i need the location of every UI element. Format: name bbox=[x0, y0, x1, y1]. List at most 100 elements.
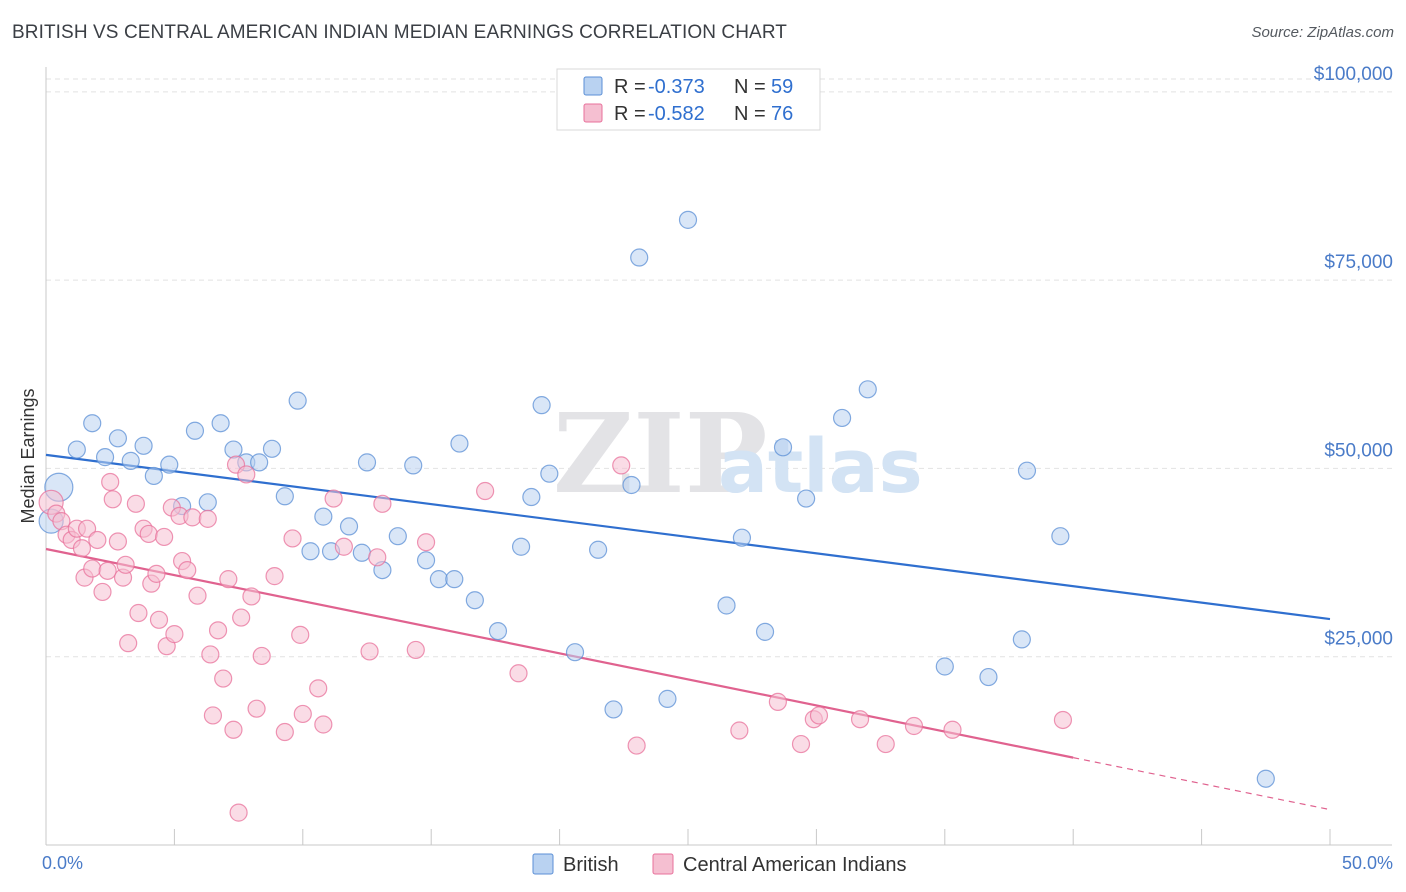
central-point bbox=[291, 625, 310, 644]
chart-title: BRITISH VS CENTRAL AMERICAN INDIAN MEDIA… bbox=[12, 22, 788, 43]
british-point bbox=[357, 453, 377, 472]
central-point bbox=[155, 527, 174, 547]
british-point bbox=[160, 455, 179, 474]
central-point bbox=[283, 529, 302, 548]
british-point bbox=[488, 621, 508, 641]
central-trend-extension bbox=[1073, 757, 1331, 811]
series-legend-swatch-central-american-indians bbox=[652, 853, 674, 875]
british-point bbox=[832, 408, 852, 428]
series-legend-label-british: British bbox=[563, 854, 619, 876]
central-point bbox=[309, 679, 328, 698]
british-point bbox=[678, 210, 698, 229]
central-point bbox=[219, 570, 238, 589]
central-point bbox=[850, 710, 870, 729]
x-tick-label: 0.0% bbox=[42, 853, 83, 873]
legend-n-value-british: 59 bbox=[771, 76, 793, 98]
central-point bbox=[876, 734, 895, 754]
central-point bbox=[126, 494, 145, 513]
central-point bbox=[188, 586, 207, 605]
british-point bbox=[1256, 769, 1275, 788]
central-point bbox=[334, 537, 353, 556]
central-point bbox=[72, 539, 92, 558]
axes bbox=[45, 67, 1392, 846]
central-point bbox=[324, 489, 343, 508]
british-point bbox=[732, 528, 752, 547]
british-point bbox=[404, 456, 423, 475]
central-point bbox=[116, 555, 135, 574]
british-point bbox=[416, 551, 436, 570]
british-point bbox=[755, 622, 775, 641]
central-point bbox=[119, 634, 138, 653]
central-point bbox=[208, 621, 228, 640]
british-point bbox=[67, 440, 86, 459]
british-point bbox=[121, 451, 140, 470]
central-point bbox=[98, 561, 117, 580]
central-point bbox=[627, 736, 646, 755]
british-point bbox=[979, 667, 998, 687]
central-point bbox=[314, 715, 333, 734]
central-point bbox=[165, 625, 184, 644]
legend-n-label-british: N = bbox=[734, 76, 766, 98]
series-legend-swatch-british bbox=[532, 853, 554, 875]
y-axis-label: Median Earnings bbox=[18, 388, 38, 523]
central-point bbox=[198, 509, 217, 528]
y-tick-label: $75,000 bbox=[1324, 252, 1393, 273]
british-point bbox=[589, 540, 608, 559]
y-tick-label: $100,000 bbox=[1314, 64, 1393, 85]
central-point bbox=[129, 603, 148, 623]
central-point bbox=[242, 587, 261, 606]
british-point bbox=[717, 596, 736, 615]
correlation-legend: R = -0.373 N = 59 R = -0.582 N = 76 bbox=[556, 68, 821, 131]
british-point bbox=[352, 543, 371, 562]
central-point bbox=[791, 734, 811, 754]
british-point bbox=[565, 643, 585, 662]
central-point bbox=[183, 508, 202, 527]
british-point bbox=[144, 466, 163, 486]
trend-lines bbox=[45, 453, 1331, 811]
central-point bbox=[509, 664, 528, 683]
central-point bbox=[612, 456, 631, 475]
data-points bbox=[38, 210, 1275, 822]
central-point bbox=[275, 722, 294, 742]
british-point bbox=[388, 527, 407, 546]
central-point bbox=[293, 704, 312, 724]
legend-swatch-british bbox=[583, 76, 603, 96]
british-point bbox=[450, 434, 469, 453]
legend-n-label-central: N = bbox=[734, 103, 766, 125]
legend-r-label-british: R = bbox=[614, 76, 646, 98]
british-point bbox=[185, 421, 205, 440]
legend-n-value-central: 76 bbox=[771, 103, 793, 125]
legend-r-value-british: -0.373 bbox=[648, 76, 705, 98]
central-point bbox=[232, 608, 251, 627]
british-point bbox=[465, 591, 484, 610]
central-point bbox=[108, 532, 128, 551]
british-trend-line bbox=[45, 453, 1331, 621]
y-tick-label: $50,000 bbox=[1324, 440, 1393, 461]
british-point bbox=[83, 414, 102, 433]
central-point bbox=[103, 490, 122, 509]
central-point bbox=[237, 465, 256, 484]
british-point bbox=[604, 700, 623, 719]
british-point bbox=[630, 248, 649, 267]
central-point bbox=[1053, 710, 1073, 730]
watermark: ZIP atlas bbox=[553, 389, 923, 518]
british-point bbox=[445, 570, 464, 589]
british-point bbox=[262, 439, 282, 458]
central-point bbox=[730, 721, 749, 740]
central-point bbox=[83, 559, 102, 578]
watermark-zip: ZIP bbox=[553, 389, 767, 518]
central-point bbox=[360, 642, 379, 661]
british-point bbox=[622, 475, 641, 495]
central-point bbox=[368, 548, 387, 567]
series-legend: British Central American Indians bbox=[532, 853, 906, 876]
british-point bbox=[275, 487, 294, 506]
british-point bbox=[511, 537, 531, 556]
central-point bbox=[476, 481, 495, 501]
central-point bbox=[768, 692, 787, 711]
central-point bbox=[203, 706, 223, 725]
british-point bbox=[532, 396, 551, 415]
british-point bbox=[134, 436, 153, 455]
central-point bbox=[224, 720, 243, 739]
watermark-atlas: atlas bbox=[718, 424, 923, 510]
british-point bbox=[250, 453, 269, 472]
